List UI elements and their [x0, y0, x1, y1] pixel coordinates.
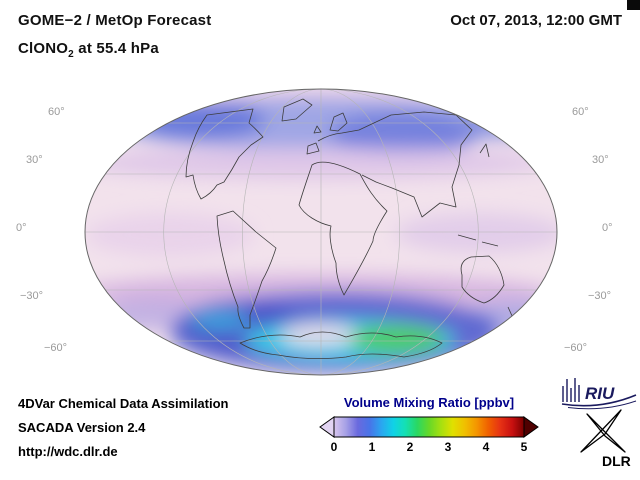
dlr-wings-icon: [580, 409, 626, 453]
dlr-logo-text: DLR: [602, 453, 631, 469]
dlr-logo: DLR: [580, 409, 631, 469]
pressure-level: at 55.4 hPa: [73, 40, 159, 57]
corner-mark: [627, 0, 640, 10]
lat-label-left-m30: −30°: [20, 290, 44, 302]
colorbar-tick-1: 1: [368, 440, 376, 454]
lat-label-left-60: 60°: [48, 106, 65, 118]
lat-label-right-m30: −30°: [588, 290, 612, 302]
riu-logo-text: RIU: [585, 384, 615, 403]
riu-cathedral-icon: [562, 378, 580, 402]
forecast-datetime: Oct 07, 2013, 12:00 GMT: [450, 12, 622, 29]
colorbar-right-arrow: [523, 416, 539, 438]
species-subscript: 2: [68, 49, 74, 60]
species-name: ClONO: [18, 40, 69, 57]
figure-title: GOME−2 / MetOp Forecast: [18, 12, 212, 29]
colorbar-gradient-bar: [333, 416, 525, 438]
colorbar-tick-5: 5: [520, 440, 528, 454]
species-level-label: ClONO2 at 55.4 hPa: [18, 40, 159, 60]
graticule: [85, 89, 557, 375]
colorbar: [319, 416, 539, 438]
assimilation-label: 4DVar Chemical Data Assimilation: [18, 396, 229, 411]
website-url: http://wdc.dlr.de: [18, 444, 118, 459]
riu-logo: RIU: [561, 378, 637, 410]
lat-label-right-30: 30°: [592, 154, 609, 166]
map-outline: [84, 88, 558, 376]
colorbar-title: Volume Mixing Ratio [ppbv]: [343, 395, 515, 410]
version-label: SACADA Version 2.4: [18, 420, 146, 435]
colorbar-tick-2: 2: [406, 440, 414, 454]
lat-label-left-0: 0°: [16, 222, 27, 234]
colorbar-tick-3: 3: [444, 440, 452, 454]
colorbar-tick-4: 4: [482, 440, 490, 454]
lat-label-right-0: 0°: [602, 222, 613, 234]
lat-label-right-60: 60°: [572, 106, 589, 118]
lat-label-left-30: 30°: [26, 154, 43, 166]
coastlines: [185, 98, 514, 359]
lat-label-left-m60: −60°: [44, 342, 68, 354]
world-map: [84, 88, 558, 376]
colorbar-left-arrow: [319, 416, 335, 438]
lat-label-right-m60: −60°: [564, 342, 588, 354]
colorbar-tick-0: 0: [330, 440, 338, 454]
riu-swoosh: [561, 394, 637, 410]
